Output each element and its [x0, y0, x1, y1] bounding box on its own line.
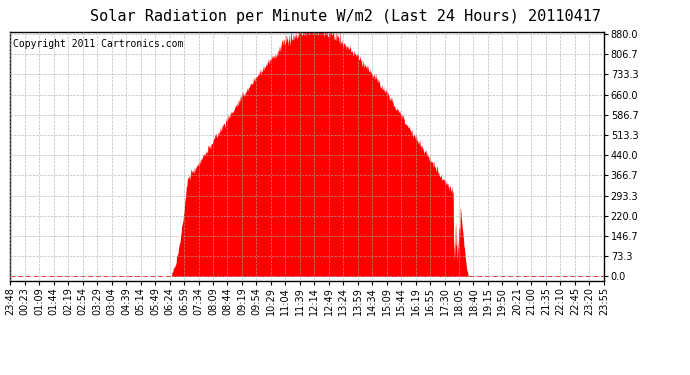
- Text: Solar Radiation per Minute W/m2 (Last 24 Hours) 20110417: Solar Radiation per Minute W/m2 (Last 24…: [90, 9, 600, 24]
- Text: Copyright 2011 Cartronics.com: Copyright 2011 Cartronics.com: [13, 39, 184, 50]
